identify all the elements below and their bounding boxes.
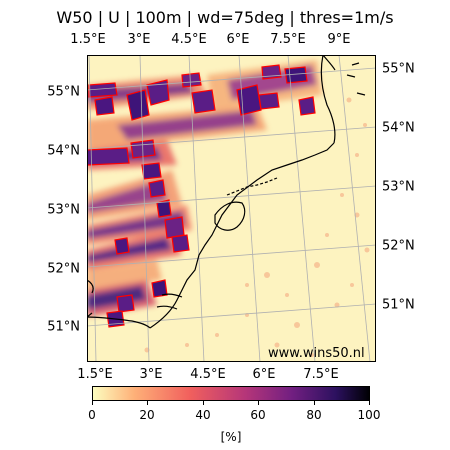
lat-label-right: 52°N bbox=[382, 238, 415, 254]
coast-island bbox=[226, 177, 278, 196]
wind-farm-area[interactable] bbox=[94, 96, 115, 116]
wind-farm-area[interactable] bbox=[141, 162, 162, 180]
coastlines bbox=[87, 55, 366, 329]
colorbar-tick bbox=[369, 401, 370, 405]
lat-label-left: 55°N bbox=[47, 84, 80, 100]
colorbar-tick-label: 80 bbox=[306, 408, 322, 422]
lat-label-left: 53°N bbox=[47, 202, 80, 218]
lat-label-right: 53°N bbox=[382, 179, 415, 195]
coastline-zeeland bbox=[156, 293, 183, 310]
lon-label-top: 1.5°E bbox=[70, 32, 106, 47]
wind-farm-area[interactable] bbox=[164, 216, 185, 239]
wind-farm-area[interactable] bbox=[116, 294, 135, 313]
colorbar-tick-label: 0 bbox=[88, 408, 96, 422]
wind-farm-area[interactable] bbox=[236, 84, 262, 116]
wind-farm-area[interactable] bbox=[88, 82, 118, 98]
lat-label-right: 54°N bbox=[382, 120, 415, 136]
land-noise bbox=[144, 97, 370, 357]
wind-farm-area[interactable] bbox=[171, 234, 190, 253]
colorbar-tick bbox=[147, 401, 148, 405]
colorbar-tick bbox=[92, 401, 93, 405]
map-title: W50 | U | 100m | wd=75deg | thres=1m/s bbox=[56, 8, 394, 27]
lon-label-top: 4.5°E bbox=[171, 32, 207, 47]
wind-farm-area[interactable] bbox=[146, 79, 170, 106]
coast-islands-north bbox=[346, 62, 366, 96]
wind-farm-area[interactable] bbox=[156, 199, 172, 218]
lon-label-bottom: 7.5°E bbox=[303, 367, 339, 382]
lat-label-left: 52°N bbox=[47, 261, 80, 277]
watermark: www.wins50.nl bbox=[268, 346, 365, 361]
lon-label-bottom: 4.5°E bbox=[190, 367, 226, 382]
wind-farm-area[interactable] bbox=[151, 279, 168, 298]
wake-map[interactable] bbox=[87, 55, 376, 362]
wind-farm-area[interactable] bbox=[126, 89, 150, 121]
wind-farm-area[interactable] bbox=[114, 237, 130, 255]
graticule bbox=[87, 55, 376, 362]
wake-plume bbox=[87, 237, 172, 263]
colorbar-tick-label: 60 bbox=[250, 408, 266, 422]
lon-label-top: 6°E bbox=[226, 32, 250, 47]
map-frame bbox=[87, 55, 376, 362]
lon-label-top: 7.5°E bbox=[270, 32, 306, 47]
coastline-denmark bbox=[322, 55, 336, 71]
colorbar-unit: [%] bbox=[220, 430, 242, 444]
wind-farm-area[interactable] bbox=[87, 147, 130, 166]
wake-plume bbox=[117, 110, 257, 140]
wake-plume bbox=[87, 180, 167, 213]
wind-farm-area[interactable] bbox=[148, 179, 166, 198]
coastline-netherlands bbox=[149, 142, 335, 329]
lat-label-left: 51°N bbox=[47, 319, 80, 335]
colorbar-tick bbox=[314, 401, 315, 405]
colorbar-gradient bbox=[92, 386, 370, 401]
wind-farm-area[interactable] bbox=[261, 64, 282, 80]
colorbar-tick-label: 40 bbox=[195, 408, 211, 422]
wind-farm-area[interactable] bbox=[298, 96, 316, 116]
colorbar-tick-label: 20 bbox=[139, 408, 155, 422]
colorbar-tick bbox=[203, 401, 204, 405]
wind-farms[interactable] bbox=[87, 64, 316, 328]
lat-label-right: 55°N bbox=[382, 61, 415, 77]
ijsselmeer-dike bbox=[214, 201, 246, 231]
lon-label-bottom: 1.5°E bbox=[77, 367, 113, 382]
coastline-germany bbox=[320, 55, 336, 144]
colorbar-tick bbox=[258, 401, 259, 405]
coastline-belgium bbox=[87, 316, 151, 329]
wind-farm-area[interactable] bbox=[191, 89, 216, 114]
lon-label-bottom: 3°E bbox=[139, 367, 163, 382]
wind-farm-area[interactable] bbox=[181, 72, 202, 88]
colorbar-tick-label: 100 bbox=[357, 408, 381, 422]
lon-label-top: 3°E bbox=[127, 32, 151, 47]
wake-plume bbox=[87, 211, 185, 239]
lat-label-left: 54°N bbox=[47, 143, 80, 159]
lon-label-bottom: 6°E bbox=[252, 367, 276, 382]
lat-label-right: 51°N bbox=[382, 297, 415, 313]
lon-label-top: 9°E bbox=[327, 32, 351, 47]
wind-farm-area[interactable] bbox=[258, 92, 280, 110]
